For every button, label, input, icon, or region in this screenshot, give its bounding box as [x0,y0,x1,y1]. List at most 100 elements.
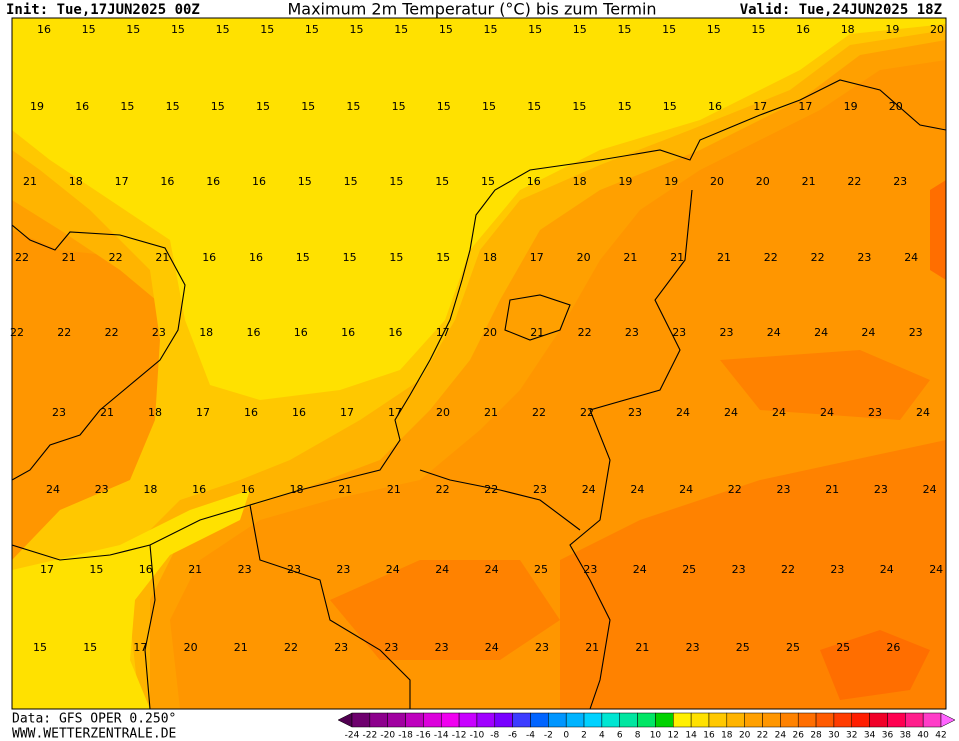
temperature-label: 25 [786,641,800,654]
colorbar-box [833,712,853,728]
colorbar-box [458,712,478,728]
temperature-label: 21 [585,641,599,654]
temperature-label: 24 [767,326,781,339]
colorbar-label: 34 [864,731,876,741]
colorbar-box [619,712,638,728]
colorbar-box [601,712,620,728]
temperature-label: 15 [350,23,364,36]
temperature-label: 20 [577,251,591,264]
temperature-label: 22 [57,326,71,339]
temperature-label: 15 [617,23,631,36]
colorbar-box [440,712,460,728]
temperature-label: 21 [338,483,352,496]
temperature-label: 24 [880,563,894,576]
temperature-label: 22 [109,251,123,264]
temperature-label: 19 [618,175,632,188]
temperature-label: 22 [764,251,778,264]
colorbar-end [940,712,956,728]
temperature-label: 20 [930,23,944,36]
temperature-label: 16 [241,483,255,496]
temperature-label: 24 [814,326,828,339]
temperature-label: 18 [290,483,304,496]
temperature-label: 21 [623,251,637,264]
coastline [12,224,186,481]
temperature-label: 22 [847,175,861,188]
temperature-label: 19 [664,175,678,188]
colorbar: -24 -22 -20 -18 -16 -14 -12 -10 -8 -6 -4 -2 0 2 4 6 8 10 1… [337,712,956,741]
temperature-label: 23 [672,326,686,339]
colorbar-label: 8 [635,731,641,741]
colorbar-label: 4 [599,731,605,741]
temperature-label: 23 [732,563,746,576]
colorbar-label: 2 [581,731,587,741]
temperature-label: 23 [287,563,301,576]
temperature-label: 17 [196,406,210,419]
temperature-label: 23 [777,483,791,496]
temperature-label: 18 [841,23,855,36]
colorbar-box [726,712,745,728]
temperature-label: 15 [389,175,403,188]
temperature-label: 24 [485,641,499,654]
temperature-label: 15 [618,100,632,113]
colorbar-label: -6 [508,731,517,741]
temperature-label: 23 [893,175,907,188]
colorbar-label: -10 [470,731,485,741]
temperature-label: 15 [33,641,47,654]
temperature-label: 23 [334,641,348,654]
colorbar-box [351,712,371,728]
temperature-label: 25 [534,563,548,576]
temperature-label: 15 [572,100,586,113]
temperature-label: 22 [580,406,594,419]
colorbar-label: 36 [882,731,894,741]
temperature-label: 23 [535,641,549,654]
temperature-label: 20 [710,175,724,188]
temperature-label: 23 [238,563,252,576]
temperature-label: 15 [211,100,225,113]
temperature-label: 15 [305,23,319,36]
colorbar-box [762,712,781,728]
temperature-label: 15 [527,100,541,113]
temperature-label: 16 [160,175,174,188]
temperature-label: 26 [886,641,900,654]
temperature-label: 24 [630,483,644,496]
temperature-label: 16 [252,175,266,188]
temperature-label: 23 [909,326,923,339]
temperature-label: 18 [199,326,213,339]
colorbar-box [905,712,924,728]
temperature-label: 22 [284,641,298,654]
colorbar-box [815,712,835,728]
temperature-label: 24 [929,563,943,576]
temperature-label: 23 [686,641,700,654]
temperature-label: 22 [15,251,29,264]
temperature-label: 24 [916,406,930,419]
temperature-label: 24 [724,406,738,419]
colorbar-label: -16 [416,731,431,741]
temperature-label: 15 [389,251,403,264]
temperature-label: 16 [527,175,541,188]
temperature-label: 20 [184,641,198,654]
colorbar-box [512,712,531,728]
temperature-label: 23 [152,326,166,339]
temperature-label: 23 [625,326,639,339]
temperature-label: 16 [139,563,153,576]
site: WWW.WETTERZENTRALE.DE [12,727,176,741]
temperature-label: 19 [844,100,858,113]
temperature-label: 23 [95,483,109,496]
temperature-label: 23 [830,563,844,576]
temperature-label: 20 [889,100,903,113]
temperature-label: 22 [811,251,825,264]
temperature-label: 15 [528,23,542,36]
colorbar-label: 16 [703,731,715,741]
colorbar-box [423,712,442,728]
temperature-label: 21 [635,641,649,654]
temperature-label: 21 [23,175,37,188]
temperature-label: 24 [676,406,690,419]
colorbar-box [476,712,496,728]
colorbar-box [673,712,692,728]
colorbar-label: -24 [345,731,360,741]
temperature-label: 21 [484,406,498,419]
colorbar-box [387,712,406,728]
temperature-label: 22 [728,483,742,496]
temperature-label: 23 [336,563,350,576]
